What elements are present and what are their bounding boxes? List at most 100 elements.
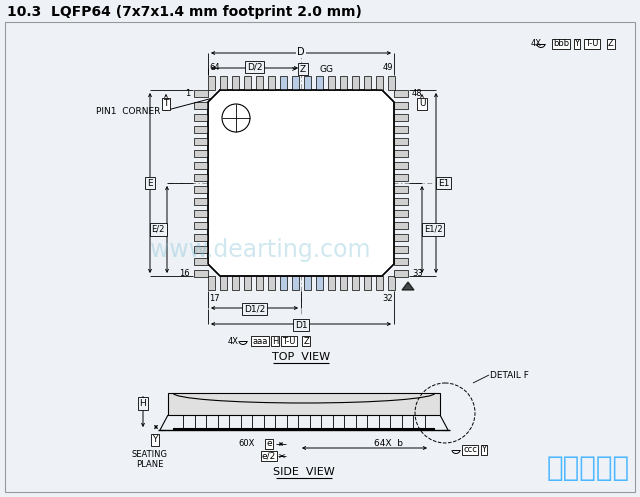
Text: SEATING
PLANE: SEATING PLANE — [132, 450, 168, 469]
Bar — [394, 113, 408, 120]
Bar — [268, 276, 275, 290]
Bar — [394, 185, 408, 192]
Polygon shape — [208, 90, 394, 276]
Bar — [394, 138, 408, 145]
Bar — [220, 276, 227, 290]
Bar — [376, 76, 383, 90]
Text: ccc: ccc — [463, 445, 477, 454]
Bar — [194, 138, 208, 145]
Text: H: H — [272, 336, 278, 345]
Bar — [351, 76, 358, 90]
Bar — [255, 76, 262, 90]
Text: Y: Y — [481, 445, 486, 454]
Text: Z: Z — [300, 65, 306, 74]
Bar — [194, 173, 208, 180]
Text: 33: 33 — [412, 268, 423, 277]
Bar — [207, 276, 214, 290]
Bar — [194, 257, 208, 264]
Bar — [243, 76, 250, 90]
Bar — [394, 257, 408, 264]
Bar — [394, 162, 408, 168]
Text: www.dearting.com: www.dearting.com — [150, 238, 371, 262]
Text: U: U — [419, 99, 425, 108]
Text: E: E — [147, 178, 153, 187]
Bar — [339, 276, 346, 290]
Bar — [394, 246, 408, 252]
Text: 64X  b: 64X b — [374, 439, 403, 448]
Text: PIN1  CORNER: PIN1 CORNER — [95, 99, 211, 116]
Text: 深圳宏力捐: 深圳宏力捐 — [547, 454, 630, 482]
Bar — [194, 101, 208, 108]
Bar — [394, 150, 408, 157]
Text: E1/2: E1/2 — [424, 225, 443, 234]
Text: T: T — [163, 99, 169, 108]
Text: T-U: T-U — [282, 336, 296, 345]
Bar — [387, 276, 394, 290]
Text: e/2: e/2 — [262, 451, 276, 461]
Bar — [280, 276, 287, 290]
Text: H: H — [140, 399, 147, 408]
Text: D1/2: D1/2 — [244, 305, 265, 314]
Bar — [194, 210, 208, 217]
Text: e: e — [266, 439, 272, 448]
Bar — [291, 76, 298, 90]
Text: DETAIL F: DETAIL F — [490, 370, 529, 380]
Text: 4X: 4X — [228, 336, 239, 345]
Bar — [394, 210, 408, 217]
Text: TOP  VIEW: TOP VIEW — [272, 352, 330, 362]
Bar — [194, 150, 208, 157]
Bar — [194, 89, 208, 96]
Text: 64: 64 — [209, 63, 220, 72]
Bar — [387, 76, 394, 90]
Bar — [394, 173, 408, 180]
Bar — [339, 76, 346, 90]
Bar — [364, 276, 371, 290]
Text: E/2: E/2 — [152, 225, 165, 234]
Text: 4X: 4X — [531, 39, 542, 49]
Text: 17: 17 — [209, 294, 220, 303]
Bar — [394, 222, 408, 229]
Text: 16: 16 — [179, 268, 190, 277]
Bar — [394, 234, 408, 241]
Bar — [394, 197, 408, 204]
Bar — [194, 222, 208, 229]
Text: 60X: 60X — [239, 439, 255, 448]
Bar — [376, 276, 383, 290]
Bar — [207, 76, 214, 90]
Bar — [394, 89, 408, 96]
Text: Z: Z — [608, 39, 614, 49]
Bar — [168, 393, 440, 415]
Text: bbb: bbb — [553, 39, 569, 49]
Bar — [394, 101, 408, 108]
Bar — [255, 276, 262, 290]
Bar — [291, 276, 298, 290]
Bar — [194, 234, 208, 241]
Text: 32: 32 — [382, 294, 393, 303]
Bar — [328, 276, 335, 290]
Bar — [194, 185, 208, 192]
Bar — [303, 76, 310, 90]
Text: aaa: aaa — [252, 336, 268, 345]
Text: Y: Y — [152, 435, 157, 444]
Text: T-U: T-U — [586, 39, 598, 49]
Bar — [394, 269, 408, 276]
Text: D: D — [297, 47, 305, 57]
Bar — [328, 76, 335, 90]
Bar — [316, 276, 323, 290]
Bar — [316, 76, 323, 90]
Text: E1: E1 — [438, 178, 449, 187]
Text: SIDE  VIEW: SIDE VIEW — [273, 467, 335, 477]
Bar — [280, 76, 287, 90]
Bar — [194, 113, 208, 120]
Bar — [364, 76, 371, 90]
Bar — [394, 126, 408, 133]
Bar — [194, 126, 208, 133]
Bar — [232, 276, 239, 290]
Bar — [243, 276, 250, 290]
Bar — [232, 76, 239, 90]
Bar — [220, 76, 227, 90]
Text: 10.3  LQFP64 (7x7x1.4 mm footprint 2.0 mm): 10.3 LQFP64 (7x7x1.4 mm footprint 2.0 mm… — [7, 5, 362, 19]
Bar — [351, 276, 358, 290]
Polygon shape — [402, 282, 414, 290]
Bar — [303, 276, 310, 290]
